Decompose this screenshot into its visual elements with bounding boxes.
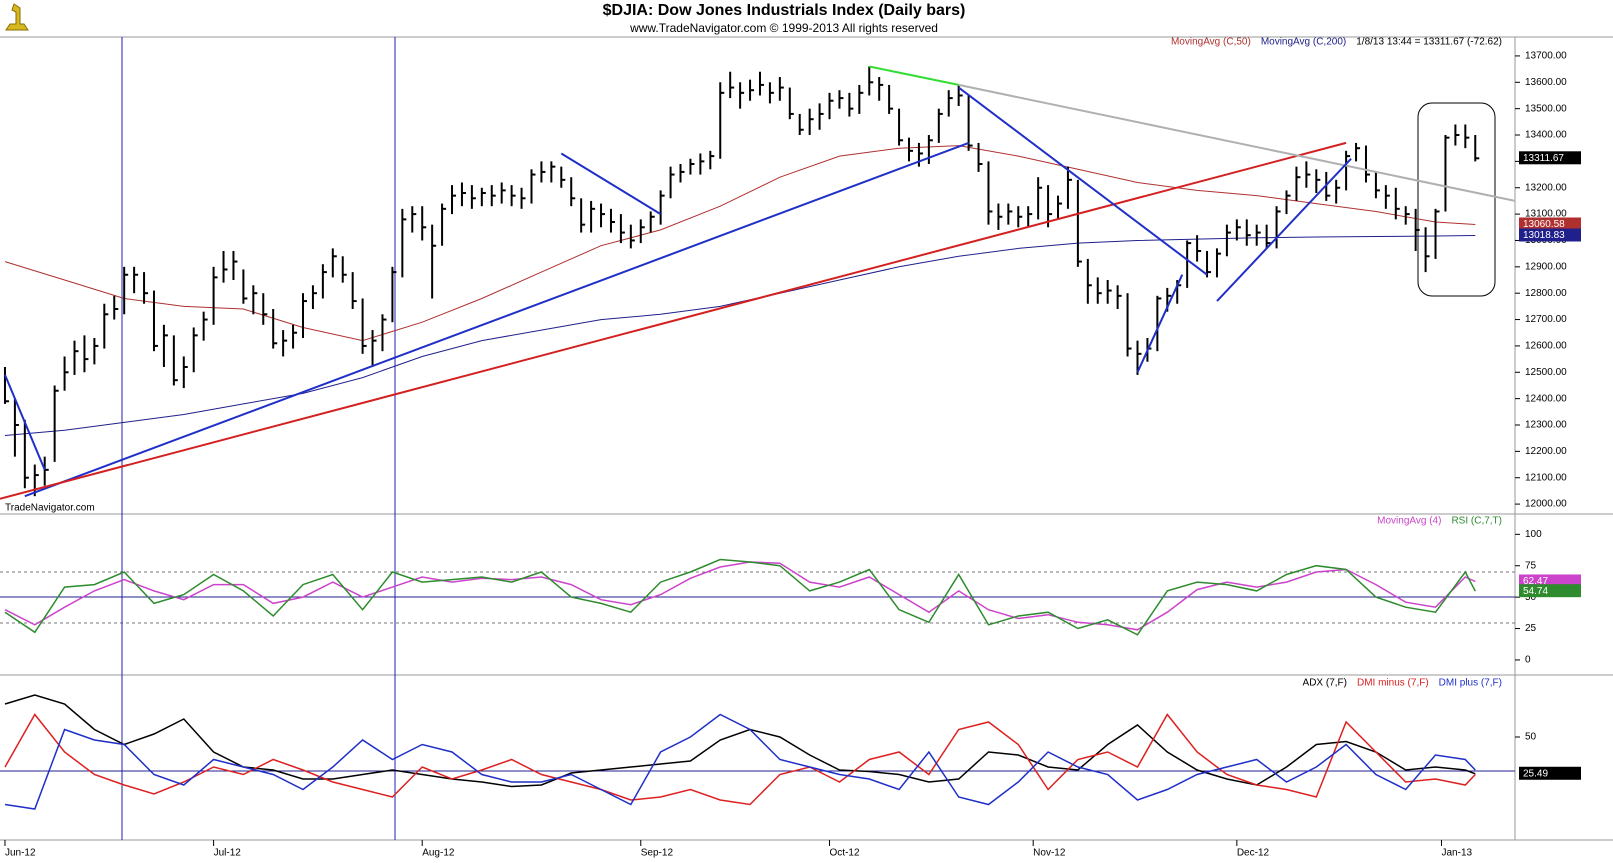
legend-item: ADX (7,F) [1303, 678, 1347, 689]
value-box-label: 13060.58 [1523, 219, 1565, 230]
y-tick-label: 25 [1525, 623, 1537, 634]
y-tick-label: 12900.00 [1525, 261, 1567, 272]
x-tick-label: Oct-12 [830, 848, 860, 859]
y-tick-label: 12500.00 [1525, 367, 1567, 378]
legend-item: MovingAvg (4) [1377, 516, 1441, 527]
y-tick-label: 100 [1525, 529, 1542, 540]
value-box [1519, 217, 1581, 231]
value-box-label: 13018.83 [1523, 230, 1565, 241]
y-tick-label: 75 [1525, 560, 1537, 571]
trendline [869, 65, 959, 86]
series-line [4, 558, 1476, 636]
x-tick-label: Sep-12 [641, 848, 674, 859]
trendline [958, 83, 1516, 202]
y-tick-label: 12300.00 [1525, 420, 1567, 431]
value-box-label: 25.49 [1523, 768, 1548, 779]
y-tick-label: 12100.00 [1525, 472, 1567, 483]
y-tick-label: 13700.00 [1525, 51, 1567, 62]
logo [5, 3, 29, 31]
trendline [4, 374, 46, 471]
trendline [560, 152, 662, 215]
y-tick-label: 13400.00 [1525, 130, 1567, 141]
legend-item: DMI plus (7,F) [1439, 678, 1502, 689]
y-tick-label: 12600.00 [1525, 341, 1567, 352]
y-tick-label: 0 [1525, 655, 1531, 666]
value-box [1519, 228, 1581, 242]
y-tick-label: 12200.00 [1525, 446, 1567, 457]
chart-subtitle: www.TradeNavigator.com © 1999-2013 All r… [629, 21, 938, 35]
chart-title: $DJIA: Dow Jones Industrials Index (Dail… [603, 2, 966, 19]
legend-item: RSI (C,7,T) [1451, 516, 1502, 527]
y-tick-label: 13200.00 [1525, 182, 1567, 193]
y-tick-label: 13500.00 [1525, 103, 1567, 114]
legend-item: MovingAvg (C,50) [1171, 37, 1251, 48]
watermark: TradeNavigator.com [5, 503, 95, 514]
y-tick-label: 13100.00 [1525, 209, 1567, 220]
x-tick-label: Jan-13 [1441, 848, 1472, 859]
logo-shape [5, 3, 29, 31]
y-tick-label: 12800.00 [1525, 288, 1567, 299]
highlight-box [1417, 102, 1496, 297]
legend-item: 1/8/13 13:44 = 13311.67 (-72.62) [1356, 37, 1502, 48]
value-box-label: 54.74 [1523, 586, 1548, 597]
value-box [1519, 584, 1581, 598]
legend-item: MovingAvg (C,200) [1261, 37, 1346, 48]
value-box [1519, 151, 1581, 165]
trendline [1216, 158, 1352, 302]
x-tick-label: Jun-12 [5, 848, 36, 859]
trendline [958, 86, 1208, 276]
x-tick-label: Dec-12 [1237, 848, 1270, 859]
y-tick-label: 12400.00 [1525, 393, 1567, 404]
x-tick-label: Jul-12 [214, 848, 242, 859]
trendline [24, 141, 969, 498]
legend-item: DMI minus (7,F) [1357, 678, 1429, 689]
value-box [1519, 766, 1581, 780]
trendline [1136, 274, 1184, 373]
trendline [0, 141, 1347, 500]
y-tick-label: 50 [1525, 732, 1537, 743]
x-tick-label: Aug-12 [422, 848, 455, 859]
y-tick-label: 50 [1525, 592, 1537, 603]
x-tick-label: Nov-12 [1033, 848, 1066, 859]
series-line [4, 713, 1476, 810]
y-tick-label: 13600.00 [1525, 77, 1567, 88]
value-box-label: 13311.67 [1523, 153, 1564, 164]
y-tick-label: 12700.00 [1525, 314, 1567, 325]
y-tick-label: 12000.00 [1525, 499, 1567, 510]
value-box-label: 62.47 [1523, 576, 1548, 587]
